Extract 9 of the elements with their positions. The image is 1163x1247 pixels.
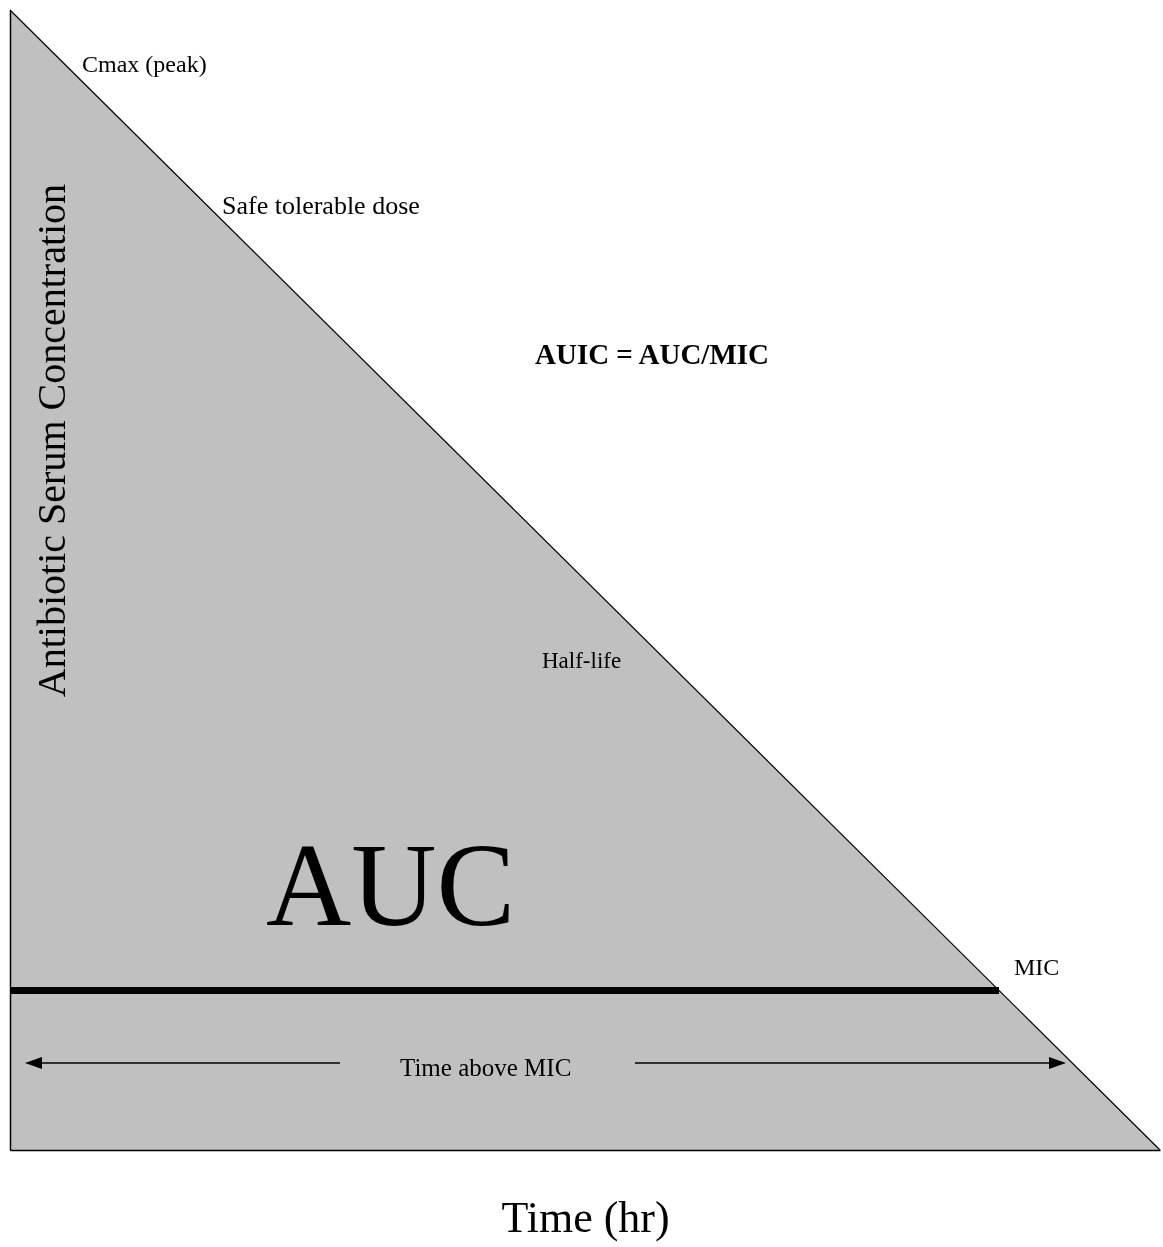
annotation: Time above MIC: [400, 1054, 572, 1081]
y-axis-title: Antibiotic Serum Concentration: [28, 183, 74, 698]
annotation: Half-life: [542, 648, 622, 673]
annotation: Cmax (peak): [82, 51, 207, 77]
annotation: AUC: [266, 820, 516, 951]
ref-line-label: MIC: [1014, 954, 1060, 981]
annotation: AUIC = AUC/MIC: [535, 338, 770, 370]
x-axis-title: Time (hr): [501, 1192, 670, 1242]
annotation: Safe tolerable dose: [222, 191, 420, 220]
